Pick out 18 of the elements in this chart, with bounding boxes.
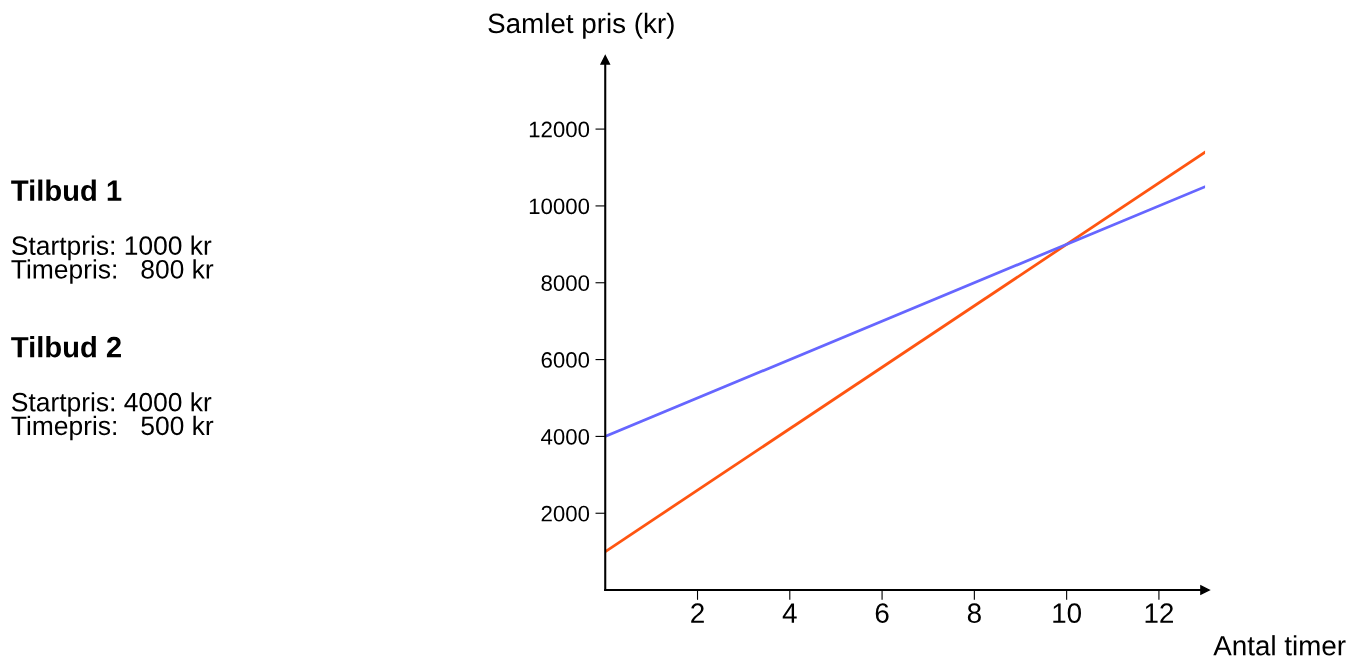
y-tick-label: 6000 (541, 352, 590, 368)
x-tick-label: 10 (1053, 603, 1081, 623)
text: Tilbud 1 (11, 179, 122, 201)
y-axis-title: Samlet pris (kr) (488, 12, 674, 39)
x-tick-label: 6 (875, 603, 889, 623)
y-tick-label: 12000 (529, 121, 590, 138)
x-tick-label: 2 (691, 603, 704, 623)
x-tick-label: 4 (782, 603, 797, 623)
text: Tilbud 2 (11, 336, 121, 358)
y-tick-label: 8000 (541, 275, 590, 292)
x-axis-title: Antal timer (1213, 635, 1346, 656)
y-tick-label: 4000 (541, 428, 590, 445)
x-tick-label: 8 (967, 603, 981, 623)
text: Startpris: 1000 kr Timepris: 800 kr (11, 235, 214, 284)
text: Startpris: 4000 kr Timepris: 500 kr (11, 392, 214, 441)
y-tick-label: 2000 (541, 505, 590, 522)
y-tick-label: 10000 (529, 198, 590, 215)
x-tick-label: 12 (1145, 603, 1173, 623)
